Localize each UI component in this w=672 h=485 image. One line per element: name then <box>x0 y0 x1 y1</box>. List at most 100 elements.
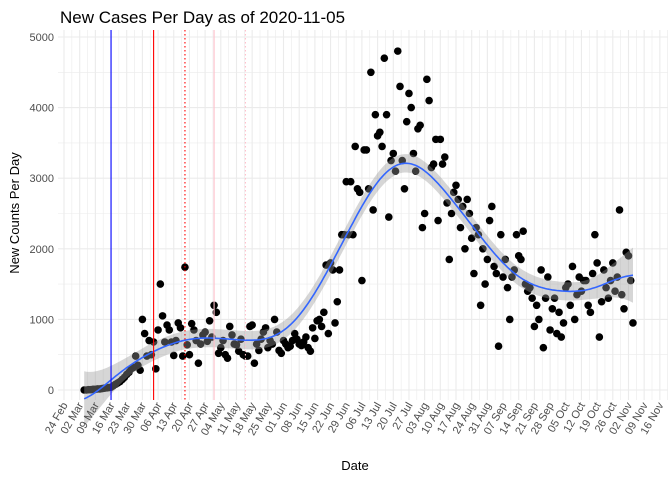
data-point <box>503 283 512 292</box>
data-point <box>591 230 599 239</box>
data-point <box>449 188 458 197</box>
data-point <box>416 121 424 130</box>
data-point <box>548 305 557 313</box>
data-point <box>586 308 595 317</box>
data-point <box>405 89 413 98</box>
data-point <box>519 227 527 235</box>
y-tick-label: 2000 <box>30 244 54 256</box>
y-axis-ticks: 0 1000 2000 3000 4000 5000 <box>30 32 54 397</box>
data-point <box>248 321 256 329</box>
data-point <box>169 351 178 360</box>
smoother <box>83 154 634 427</box>
data-point <box>380 54 389 62</box>
data-point <box>358 276 366 285</box>
data-point <box>584 301 592 310</box>
data-point <box>505 315 514 324</box>
data-point <box>333 297 342 306</box>
data-point <box>499 273 507 281</box>
data-point <box>138 315 147 324</box>
data-point <box>452 181 460 190</box>
data-point <box>136 366 144 375</box>
data-point <box>420 209 429 218</box>
data-point <box>378 142 386 151</box>
data-point <box>205 317 214 325</box>
data-point <box>315 315 324 324</box>
data-point <box>617 290 626 299</box>
data-point <box>597 297 606 306</box>
data-point <box>176 324 185 332</box>
data-point <box>308 324 317 332</box>
data-point <box>349 230 357 239</box>
data-point <box>346 177 355 186</box>
data-point <box>154 326 162 334</box>
data-point <box>550 294 559 303</box>
data-point <box>355 188 364 197</box>
data-point <box>306 347 315 355</box>
data-point <box>501 255 510 264</box>
data-point <box>570 315 579 324</box>
data-point <box>454 195 463 204</box>
data-point <box>465 209 474 218</box>
data-point <box>196 340 205 348</box>
data-point <box>194 359 203 367</box>
data-point <box>483 255 492 264</box>
data-point <box>411 167 420 175</box>
data-point <box>161 338 169 346</box>
data-point <box>445 255 454 264</box>
data-point <box>250 359 259 367</box>
data-point <box>600 266 608 274</box>
data-point <box>382 110 391 119</box>
data-point <box>387 156 395 165</box>
data-point <box>535 315 543 324</box>
data-point <box>528 294 536 303</box>
data-point <box>320 308 328 317</box>
data-points <box>80 47 637 394</box>
data-point <box>479 245 487 253</box>
data-point <box>593 259 601 267</box>
data-point <box>615 206 624 214</box>
data-point <box>595 333 604 341</box>
data-point <box>629 319 637 327</box>
data-point <box>335 266 344 274</box>
data-point <box>268 340 277 348</box>
data-point <box>512 230 521 239</box>
y-tick-label: 5000 <box>30 32 54 44</box>
data-point <box>385 213 393 221</box>
data-point <box>476 301 485 310</box>
data-point <box>217 343 225 352</box>
data-point <box>434 216 442 225</box>
smooth-line <box>83 162 634 400</box>
data-point <box>190 326 198 334</box>
data-point <box>311 334 319 343</box>
data-point <box>351 142 360 151</box>
data-point <box>626 276 635 285</box>
data-point <box>156 280 165 288</box>
y-tick-label: 0 <box>48 385 54 397</box>
data-point <box>393 47 402 55</box>
data-point <box>557 333 566 341</box>
confidence-band <box>84 154 633 427</box>
data-point <box>490 262 498 271</box>
data-point <box>526 283 534 292</box>
data-point <box>438 160 447 168</box>
data-point <box>517 255 525 264</box>
data-point <box>443 199 451 207</box>
data-point <box>232 341 241 349</box>
data-point <box>568 262 577 271</box>
data-point <box>494 342 503 351</box>
data-point <box>461 245 469 253</box>
data-point <box>329 266 337 274</box>
data-point <box>544 273 552 281</box>
data-point <box>228 331 236 339</box>
data-point <box>485 216 494 225</box>
data-point <box>436 135 445 144</box>
data-point <box>481 280 489 288</box>
data-point <box>539 343 548 352</box>
data-point <box>252 340 261 348</box>
data-point <box>624 252 633 260</box>
data-point <box>367 68 375 77</box>
data-point <box>620 305 628 313</box>
y-tick-label: 1000 <box>30 314 54 326</box>
data-point <box>398 156 407 165</box>
